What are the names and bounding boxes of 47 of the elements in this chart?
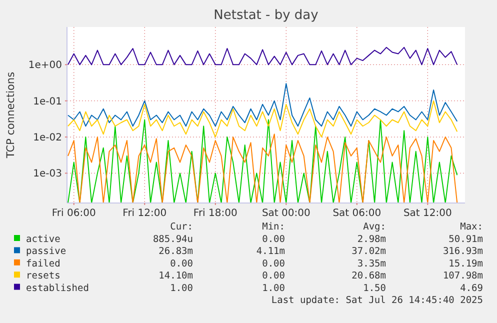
line-series	[67, 134, 458, 204]
text: 4.69	[460, 282, 484, 294]
text: 4.11m	[256, 246, 286, 258]
text: Max:	[460, 222, 483, 232]
text: 2.98m	[357, 234, 386, 245]
text: 26.83m	[158, 246, 194, 258]
text: 15.19m	[448, 258, 484, 270]
y-tick-label: 1e-01	[33, 96, 62, 108]
text: 14.10m	[158, 270, 194, 282]
line-series	[67, 46, 458, 66]
x-tick-label: Sat 06:00	[332, 208, 382, 219]
text: 3.35m	[357, 258, 386, 270]
text: Min:	[262, 222, 285, 232]
text: 107.98m	[442, 270, 484, 282]
text: 0.00	[262, 270, 286, 282]
legend-label: failed	[26, 258, 60, 270]
text: Cur:	[170, 222, 193, 232]
chart-title: Netstat - by day	[214, 8, 319, 23]
text: 0.00	[170, 258, 194, 270]
x-tick-label: Fri 12:00	[122, 208, 167, 219]
y-tick-label: 1e-03	[33, 168, 62, 180]
text: 50.91m	[448, 234, 484, 245]
text: 1.00	[170, 282, 194, 294]
x-tick-label: Sat 00:00	[262, 208, 310, 219]
text: 1.00	[262, 282, 286, 294]
text: 0.00	[262, 258, 286, 270]
legend-label: passive	[26, 246, 66, 258]
legend-label: resets	[26, 270, 60, 282]
line-series	[67, 83, 458, 127]
text: 20.68m	[352, 270, 386, 282]
text: 0.00	[262, 234, 286, 245]
y-tick-label: 1e+00	[28, 60, 62, 72]
legend-label: active	[26, 234, 61, 245]
text: Last update: Sat Jul 26 14:45:40 2025	[271, 295, 483, 306]
x-tick-label: Sat 12:00	[403, 208, 452, 219]
x-tick-label: Fri 18:00	[193, 208, 238, 219]
y-axis-title: TCP connections	[5, 72, 17, 160]
text: Avg:	[363, 222, 386, 232]
line-series	[67, 119, 458, 204]
text: 885.94u	[152, 234, 193, 245]
text: 37.02m	[352, 246, 386, 258]
x-tick-label: Fri 06:00	[52, 208, 96, 219]
y-tick-label: 1e-02	[33, 132, 62, 144]
text: 1.50	[363, 282, 386, 294]
line-series	[67, 100, 458, 138]
legend-label: established	[26, 282, 89, 294]
text: 316.93m	[442, 246, 484, 258]
